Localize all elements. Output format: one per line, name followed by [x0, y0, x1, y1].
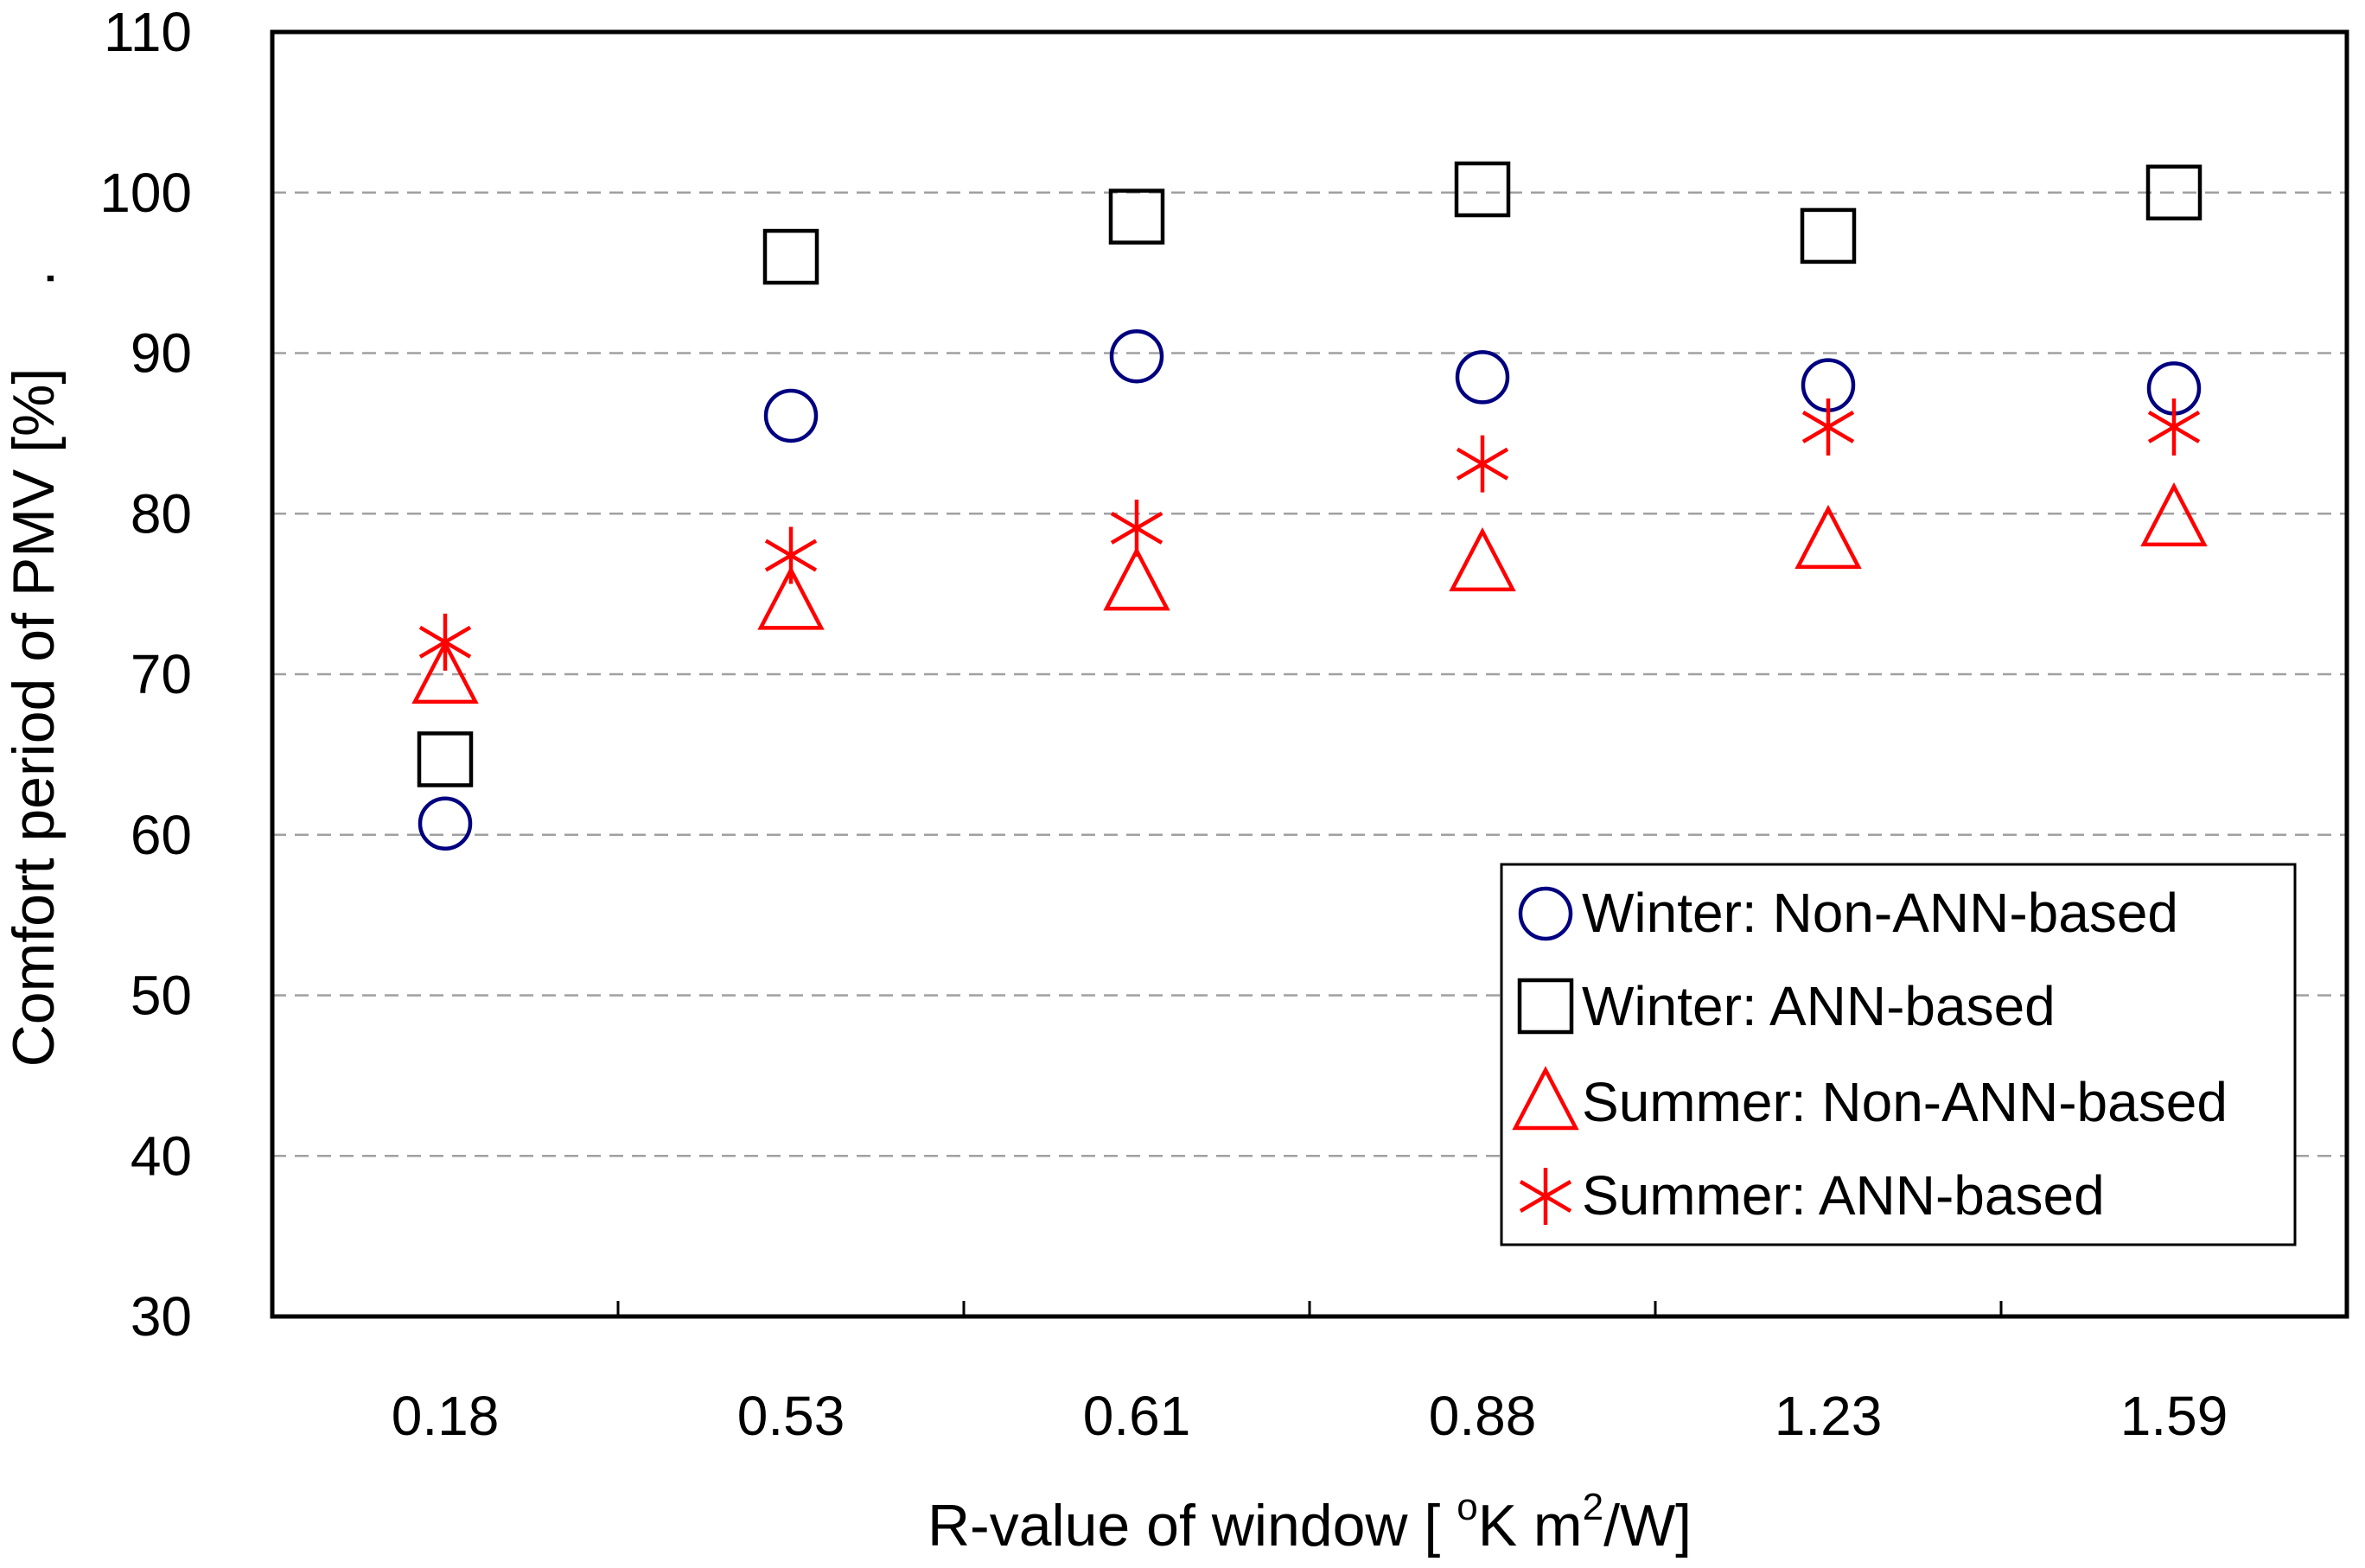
legend-triangle-icon	[1512, 1066, 1579, 1131]
marker-square-0.53	[762, 228, 819, 285]
marker-triangle-0.18	[411, 639, 479, 704]
marker-square-0.88	[1454, 161, 1511, 218]
marker-square-0.18	[417, 731, 474, 787]
marker-asterisk-1.23	[1801, 398, 1855, 456]
x-tick-label: 0.53	[737, 1385, 845, 1447]
marker-square-1.59	[2145, 164, 2202, 220]
legend-square-icon	[1517, 978, 1574, 1035]
y-tick-label: 50	[131, 965, 192, 1027]
marker-square-0.61	[1108, 188, 1165, 245]
marker-circle-0.88	[1455, 350, 1510, 405]
marker-asterisk-0.88	[1456, 435, 1509, 493]
x-tick-label: 1.23	[1775, 1385, 1883, 1447]
y-tick-label: 100	[99, 162, 192, 224]
marker-asterisk-0.61	[1110, 499, 1163, 557]
marker-triangle-0.53	[757, 565, 825, 630]
y-axis-title-trailing-mark: .	[1, 271, 67, 287]
gridlines	[272, 191, 2347, 1157]
marker-triangle-0.88	[1449, 526, 1516, 592]
marker-asterisk-0.18	[418, 613, 472, 671]
x-tick-label: 0.88	[1429, 1385, 1537, 1447]
marker-square-1.23	[1800, 207, 1857, 265]
data-markers	[411, 161, 2208, 851]
marker-asterisk-0.53	[764, 526, 818, 584]
x-axis-ticks	[616, 1301, 2003, 1316]
x-tick-label: 0.61	[1083, 1385, 1191, 1447]
y-axis-title: Comfort period of PMV [%]	[1, 368, 67, 1068]
y-axis-tick-labels: 30 40 50 60 70 80 90 100 110	[99, 1, 192, 1348]
x-axis-tick-labels: 0.18 0.53 0.61 0.88 1.23 1.59	[392, 1385, 2228, 1447]
legend-circle-icon	[1518, 886, 1573, 941]
y-tick-label: 90	[131, 322, 192, 385]
x-tick-label: 0.18	[392, 1385, 500, 1447]
legend-label-winter-non-ann: Winter: Non-ANN-based	[1582, 882, 2178, 944]
y-tick-label: 70	[131, 643, 192, 705]
y-tick-label: 110	[104, 1, 192, 63]
legend-box	[1500, 863, 2297, 1246]
x-axis-title: R-value of window [ oK m2/W]	[928, 1486, 1692, 1558]
marker-triangle-1.59	[2140, 481, 2208, 547]
marker-triangle-0.61	[1103, 546, 1170, 611]
marker-circle-0.61	[1109, 328, 1164, 384]
marker-circle-0.18	[418, 796, 473, 851]
legend-asterisk-icon	[1519, 1168, 1572, 1225]
marker-circle-0.53	[763, 388, 819, 443]
marker-asterisk-1.59	[2147, 398, 2201, 456]
y-tick-label: 40	[131, 1125, 192, 1187]
y-tick-label: 80	[131, 482, 192, 545]
legend: Winter: Non-ANN-based Winter: ANN-based …	[1500, 863, 2297, 1246]
legend-label-winter-ann: Winter: ANN-based	[1582, 975, 2056, 1037]
marker-triangle-1.23	[1794, 504, 1862, 570]
legend-label-summer-ann: Summer: ANN-based	[1582, 1164, 2105, 1227]
y-tick-label: 60	[131, 804, 192, 866]
legend-label-summer-non-ann: Summer: Non-ANN-based	[1582, 1071, 2228, 1133]
y-tick-label: 30	[131, 1285, 192, 1348]
x-tick-label: 1.59	[2120, 1385, 2228, 1447]
legend-markers	[1512, 886, 1579, 1225]
